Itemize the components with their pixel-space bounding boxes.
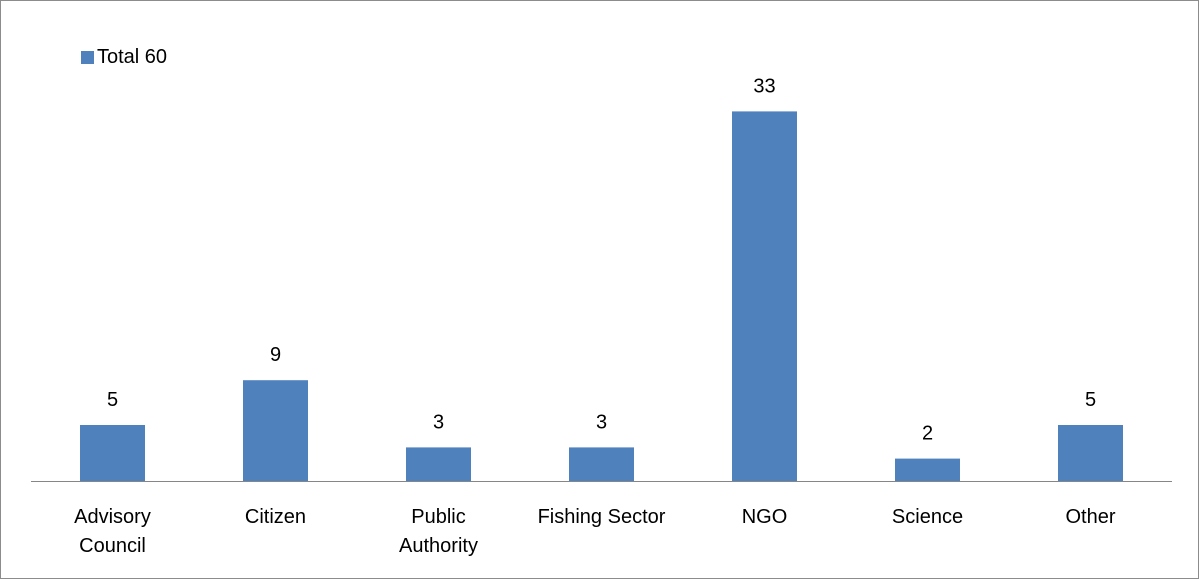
category-label-3: Fishing Sector bbox=[538, 506, 666, 528]
data-label-0: 5 bbox=[107, 389, 118, 411]
bar-6 bbox=[1058, 425, 1123, 481]
legend: Total 60 bbox=[81, 46, 167, 69]
category-label-5: Science bbox=[892, 506, 963, 528]
category-label-0: Advisory Council bbox=[74, 506, 151, 557]
category-label-line: Advisory bbox=[74, 506, 151, 528]
data-label-1: 9 bbox=[270, 344, 281, 366]
data-label-5: 2 bbox=[922, 423, 933, 445]
category-label-2: Public Authority bbox=[399, 506, 478, 557]
bar-5 bbox=[895, 458, 960, 481]
bar-0 bbox=[80, 425, 145, 481]
bar-3 bbox=[569, 447, 634, 481]
legend-swatch bbox=[81, 51, 94, 64]
category-label-line: Science bbox=[892, 506, 963, 528]
category-label-line: Public bbox=[411, 506, 465, 528]
legend-label: Total 60 bbox=[97, 46, 168, 68]
category-label-4: NGO bbox=[742, 506, 788, 528]
data-label-6: 5 bbox=[1085, 389, 1096, 411]
bar-2 bbox=[406, 447, 471, 481]
category-label-line: Council bbox=[79, 535, 146, 557]
category-label-1: Citizen bbox=[245, 506, 306, 528]
category-label-line: Other bbox=[1065, 506, 1115, 528]
bar-1 bbox=[243, 380, 308, 481]
category-label-line: Citizen bbox=[245, 506, 306, 528]
data-label-4: 33 bbox=[753, 75, 775, 97]
category-label-line: Fishing Sector bbox=[538, 506, 666, 528]
category-label-line: Authority bbox=[399, 535, 478, 557]
data-label-3: 3 bbox=[596, 411, 607, 433]
data-label-2: 3 bbox=[433, 411, 444, 433]
category-label-line: NGO bbox=[742, 506, 788, 528]
bar-4 bbox=[732, 111, 797, 482]
category-label-6: Other bbox=[1065, 506, 1115, 528]
